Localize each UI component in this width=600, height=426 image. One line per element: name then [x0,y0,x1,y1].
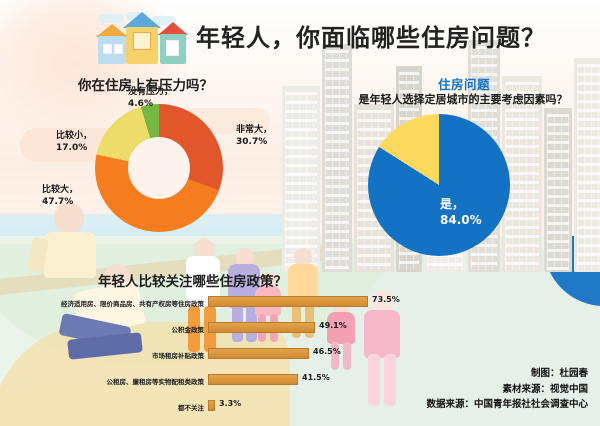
bar-track [208,322,315,333]
bar-fill [208,296,368,307]
bar-value: 49.1% [319,321,347,330]
bar-label: 公积金政策 [171,326,205,334]
bar-value: 73.5% [372,295,400,304]
donut-label-very-high-name: 非常大， [236,125,273,135]
bar-fill [208,322,315,333]
donut-label-low: 比较小， 17.0% [56,130,92,154]
three-houses-icon [96,12,188,64]
pressure-donut-chart [95,104,223,232]
bar-row: 公积金政策 49.1% [22,320,402,343]
donut-label-low-name: 比较小， [56,131,93,141]
bar-fill [208,348,309,359]
bar-value: 46.5% [313,347,341,356]
bar-value: 3.3% [219,399,242,408]
person-illustration [168,236,238,356]
bar-value: 41.5% [302,373,330,382]
person-illustration [352,290,410,410]
donut-label-very-high: 非常大， 30.7% [236,124,272,148]
settlement-pie-chart: 是， 84.0% [368,114,510,256]
policy-chart-title: 年轻人比较关注哪些住房政策？ [98,274,287,290]
bar-track [208,348,309,359]
policy-bars: 经济适用房、限价商品房、共有产权房等住房政策 73.5% 公积金政策 49.1%… [22,294,402,424]
donut-label-low-value: 17.0% [56,143,88,154]
bar-track [208,400,215,411]
person-illustration [46,264,166,374]
bar-row: 都不关注 3.3% [22,398,402,421]
bar-track [208,296,368,307]
donut-label-high-name: 比较大， [42,185,79,195]
pressure-donut-section: 你在住房上有压力吗？ 非常大， 30.7% 比较大， 47.7% 比较小， 17… [40,72,290,252]
donut-label-high: 比较大， 47.7% [42,184,78,208]
pie-label-yes: 是， 84.0% [440,196,482,228]
pressure-chart-title: 你在住房上有压力吗？ [78,78,213,94]
donut-label-none-value: 4.6% [128,99,153,110]
bar-row: 经济适用房、限价商品房、共有产权房等住房政策 73.5% [22,294,402,317]
page-title: 年轻人，你面临哪些住房问题？ [196,24,546,52]
pie-slices [368,114,510,256]
credits-block: 制图：杜园春 素材来源：视觉中国 数据来源：中国青年报社社会调查中心 [426,366,588,412]
bar-row: 公租房、廉租房等实物配租类政策 41.5% [22,372,402,395]
bar-row: 市场租房补贴政策 46.5% [22,346,402,369]
donut-label-none: 没有压力， 4.6% [128,86,173,110]
settlement-kicker: 住房问题 [437,77,490,92]
bar-label: 市场租房补贴政策 [152,352,204,360]
bar-fill [208,400,215,411]
credit-data-source: 数据来源：中国青年报社社会调查中心 [426,398,588,410]
settlement-pie-section: 住房问题 是年轻人选择定居城市的主要考虑因素吗？ 是， 84.0% [330,74,598,260]
poster-header: 年轻人，你面临哪些住房问题？ [0,0,600,70]
donut-hole [128,137,190,199]
settlement-subtitle: 是年轻人选择定居城市的主要考虑因素吗？ [358,93,568,106]
bar-label: 经济适用房、限价商品房、共有产权房等住房政策 [61,300,204,308]
bar-label: 公租房、廉租房等实物配租类政策 [106,378,205,386]
donut-label-very-high-value: 30.7% [236,137,268,148]
pie-label-yes-name: 是， [440,197,465,211]
policy-bar-section: 年轻人比较关注哪些住房政策？ 经济适用房、限价商品房、共有产权房等住房政策 73… [22,266,402,416]
donut-label-high-value: 47.7% [42,197,74,208]
pie-label-yes-value: 84.0% [440,213,482,228]
donut-label-none-name: 没有压力， [128,87,174,97]
credit-designer: 制图：杜园春 [530,368,588,380]
person-illustration [20,196,110,278]
bar-track [208,374,298,385]
bar-label: 都不关注 [178,404,204,412]
bar-fill [208,374,298,385]
credit-material-source: 素材来源：视觉中国 [502,383,588,395]
